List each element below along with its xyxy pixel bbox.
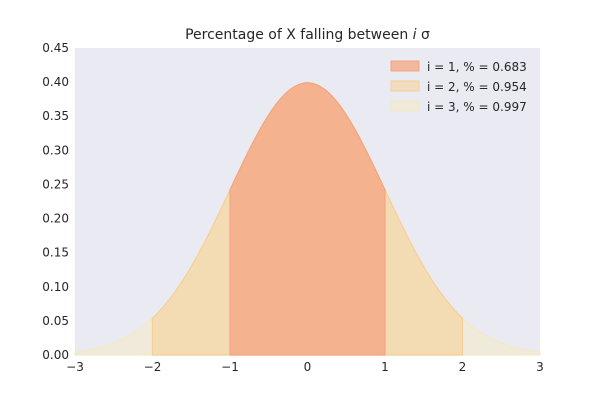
y-tick-label: 0.40 [42, 75, 69, 89]
legend-swatch-3 [390, 100, 420, 112]
legend-label-2: i = 2, % = 0.954 [427, 80, 527, 94]
x-tick-label: 0 [304, 360, 312, 374]
legend-label-3: i = 3, % = 0.997 [427, 100, 527, 114]
chart-title-suffix: σ [417, 27, 430, 43]
area-band-1 [229, 82, 386, 356]
chart-title-italic: i [413, 27, 417, 43]
y-tick-label: 0.15 [42, 246, 69, 260]
x-tick-label: −3 [66, 360, 84, 374]
legend-swatch-1 [390, 60, 420, 72]
x-axis-ticks: −3 −2 −1 0 1 2 3 [66, 360, 544, 374]
y-tick-label: 0.00 [42, 348, 69, 362]
x-tick-label: 3 [536, 360, 544, 374]
x-tick-label: 1 [381, 360, 389, 374]
y-tick-label: 0.35 [42, 109, 69, 123]
legend: i = 1, % = 0.683 i = 2, % = 0.954 i = 3, %… [390, 60, 527, 114]
y-tick-label: 0.20 [42, 212, 69, 226]
y-axis-ticks: 0.00 0.05 0.10 0.15 0.20 0.25 0.30 0.35 0.40 0.45 [42, 41, 69, 362]
legend-swatch-2 [390, 80, 420, 92]
legend-label-1: i = 1, % = 0.683 [427, 60, 527, 74]
x-tick-label: 2 [459, 360, 467, 374]
y-tick-label: 0.45 [42, 41, 69, 55]
y-tick-label: 0.05 [42, 314, 69, 328]
y-tick-label: 0.25 [42, 177, 69, 191]
x-tick-label: −1 [221, 360, 239, 374]
area-layers [74, 82, 541, 356]
y-tick-label: 0.10 [42, 280, 69, 294]
chart-title: Percentage of X falling between i σ [185, 27, 430, 43]
y-tick-label: 0.30 [42, 143, 69, 157]
x-tick-label: −2 [144, 360, 162, 374]
